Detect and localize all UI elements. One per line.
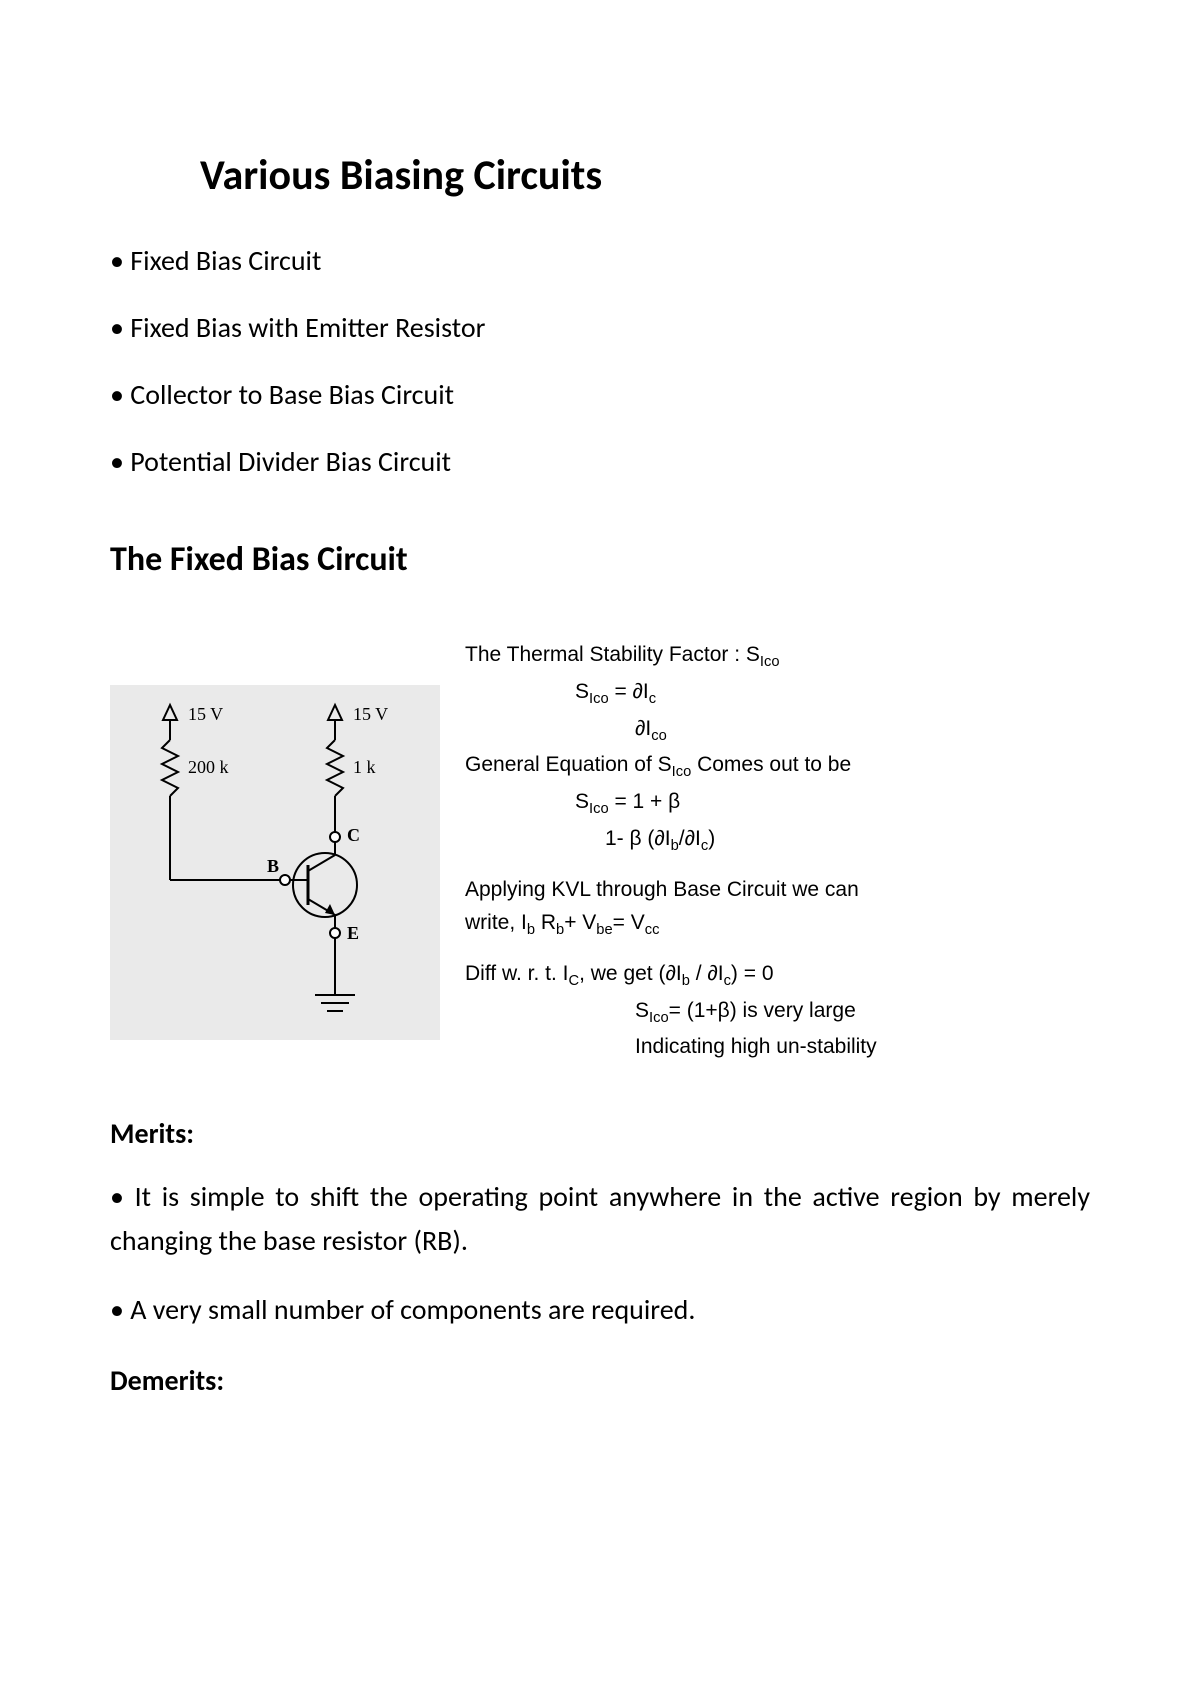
equation-text: 1- β (∂Ib/∂Ic) (465, 824, 1090, 857)
equation-text: Applying KVL through Base Circuit we can (465, 875, 1090, 904)
base-label: B (267, 856, 279, 876)
demerits-heading: Demerits: (110, 1363, 1090, 1398)
list-item: Fixed Bias Circuit (110, 243, 1090, 278)
equation-text: ∂Ico (465, 714, 1090, 747)
list-item: Fixed Bias with Emitter Resistor (110, 310, 1090, 345)
merits-heading: Merits: (110, 1116, 1090, 1151)
merit-item: • It is simple to shift the operating po… (110, 1175, 1090, 1265)
equation-text: write, Ib Rb+ Vbe= Vcc (465, 908, 1090, 941)
list-item: Potential Divider Bias Circuit (110, 444, 1090, 479)
circuit-and-equations-row: 15 V 200 k 15 V 1 k B C E The Thermal St… (110, 640, 1090, 1066)
equation-text: Indicating high un-stability (465, 1032, 1090, 1061)
merit-item: • A very small number of components are … (110, 1288, 1090, 1333)
equation-text: SIco = 1 + β (465, 787, 1090, 820)
emitter-label: E (347, 923, 359, 943)
equations-block: The Thermal Stability Factor : SIco SIco… (450, 640, 1090, 1066)
page-title: Various Biasing Circuits (200, 150, 1090, 201)
equation-text: Diff w. r. t. IC, we get (∂Ib / ∂Ic) = 0 (465, 959, 1090, 992)
voltage-left-label: 15 V (188, 704, 223, 724)
voltage-right-label: 15 V (353, 704, 388, 724)
circuit-types-list: Fixed Bias Circuit Fixed Bias with Emitt… (110, 243, 1090, 479)
collector-label: C (347, 825, 360, 845)
section-title: The Fixed Bias Circuit (110, 539, 1090, 580)
resistor-right-label: 1 k (353, 757, 376, 777)
circuit-diagram: 15 V 200 k 15 V 1 k B C E (110, 685, 440, 1040)
equation-text: SIco = ∂Ic (465, 677, 1090, 710)
equation-text: General Equation of SIco Comes out to be (465, 750, 1090, 783)
resistor-left-label: 200 k (188, 757, 229, 777)
equation-text: SIco= (1+β) is very large (465, 996, 1090, 1029)
equation-text: The Thermal Stability Factor : SIco (465, 640, 1090, 673)
list-item: Collector to Base Bias Circuit (110, 377, 1090, 412)
